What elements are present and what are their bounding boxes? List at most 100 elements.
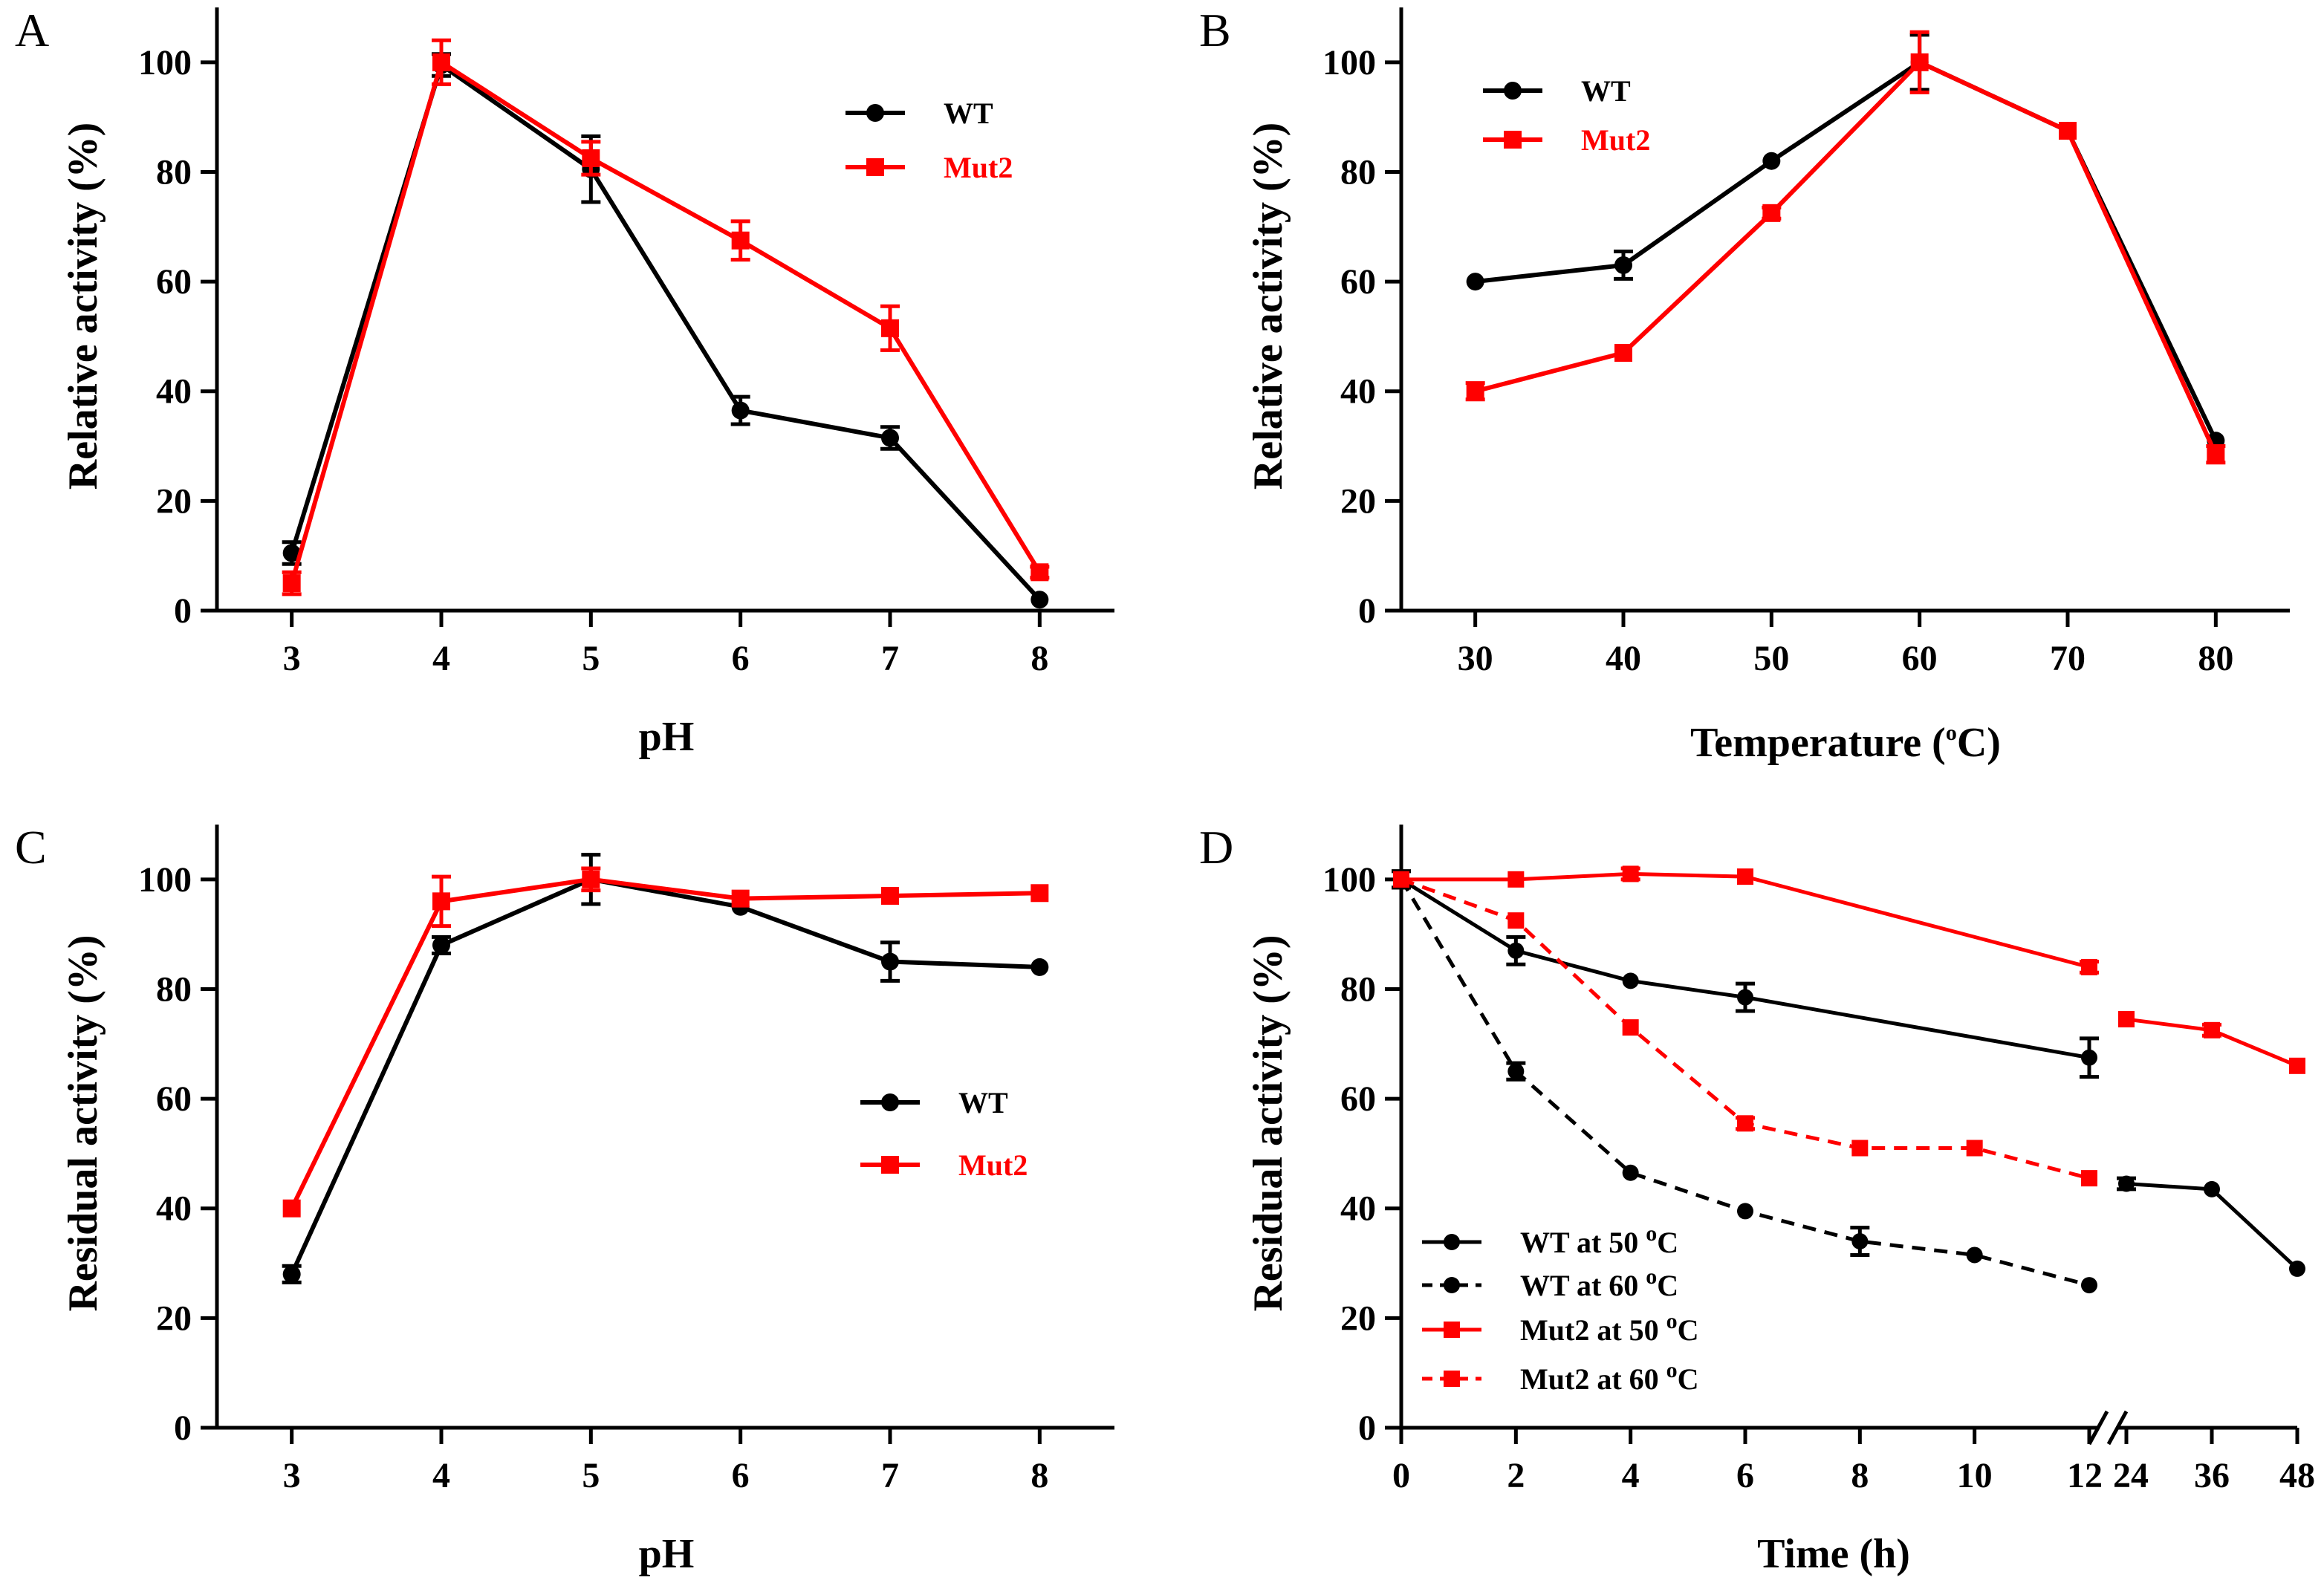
legend-marker-mut2 (881, 1156, 899, 1174)
panel-letter: A (15, 4, 49, 56)
legend: WT Mut2 (1483, 74, 1650, 157)
data-point (731, 889, 750, 908)
x-tick-label: 40 (1606, 639, 1641, 678)
data-point (2081, 1170, 2097, 1187)
panel-c: C 0 20 40 60 80 100 3 4 5 6 7 8 pH Residual activit… (15, 821, 1114, 1577)
data-point (1966, 1140, 1983, 1157)
legend-sup: o (1666, 1309, 1678, 1333)
x-tick-label: 5 (582, 1456, 600, 1495)
data-point (1030, 884, 1049, 903)
ticks: 0 20 40 60 80 100 3 4 5 6 7 8 (138, 43, 1048, 678)
x-tick-label: 3 (283, 639, 301, 678)
data-point (1507, 942, 1525, 959)
x-tick-label: 5 (582, 639, 600, 678)
data-point (1762, 204, 1781, 222)
legend-label-mut2: Mut2 (1581, 123, 1650, 157)
series-line-1 (289, 59, 1042, 584)
data-point (582, 870, 600, 888)
data-point (1622, 1019, 1639, 1036)
data-point (1851, 1140, 1869, 1157)
legend-end: C (1678, 1313, 1699, 1347)
legend: WT Mut2 (845, 97, 1013, 184)
data-point (1737, 868, 1753, 885)
data-point (1737, 1115, 1753, 1132)
data-point (2081, 958, 2097, 975)
axis-break-mark (2106, 1410, 2129, 1446)
y-tick-label: 20 (1340, 481, 1376, 521)
x-tick-label: 7 (881, 639, 899, 678)
series-line-0 (289, 61, 1042, 602)
y-tick-label: 80 (1340, 152, 1376, 192)
data-point (1622, 865, 1639, 882)
y-tick-label: 0 (174, 591, 192, 631)
series-line-0 (1475, 59, 2218, 442)
series-layer (1392, 865, 2305, 1294)
x-title-sup: o (1946, 721, 1957, 745)
data-point (2118, 1175, 2135, 1192)
y-tick-label: 80 (156, 969, 192, 1009)
data-point (282, 1199, 301, 1218)
data-point (881, 952, 899, 971)
data-point (2081, 1277, 2097, 1294)
x-tick-label: 0 (1392, 1456, 1410, 1495)
series-line-1 (289, 877, 1040, 1210)
legend-text: Mut2 at 60 (1520, 1362, 1666, 1396)
data-point (2204, 1180, 2220, 1197)
legend-sup: o (1646, 1264, 1657, 1289)
data-point (2059, 122, 2077, 140)
data-point (432, 53, 450, 71)
legend-marker-mut2 (866, 158, 884, 176)
y-tick-label: 60 (156, 1079, 192, 1119)
x-tick-label: 48 (2279, 1456, 2315, 1495)
data-point (1851, 1233, 1869, 1250)
legend-label-mut2-60: Mut2 at 60 oC (1520, 1358, 1699, 1396)
x-tick-label: 6 (732, 639, 750, 678)
ticks: 0 20 40 60 80 100 3 4 5 6 7 8 (138, 860, 1048, 1495)
series-line-0 (289, 877, 1040, 1275)
series-layer (282, 38, 1050, 609)
legend-label-wt-60: WT at 60 oC (1520, 1264, 1678, 1302)
y-tick-label: 60 (1340, 1079, 1376, 1119)
axes (1399, 7, 2290, 613)
data-point (1614, 256, 1632, 274)
data-point (881, 886, 899, 905)
axes (215, 7, 1114, 613)
data-point (2207, 445, 2225, 464)
legend-label-mut2: Mut2 (958, 1148, 1028, 1182)
data-point (282, 1265, 301, 1284)
x-tick-label: 50 (1753, 639, 1789, 678)
x-axis-title: Time (h) (1757, 1531, 1910, 1577)
y-tick-label: 80 (1340, 969, 1376, 1009)
data-point (2204, 1021, 2220, 1038)
axes (1399, 825, 2297, 1446)
data-point (282, 574, 301, 593)
x-tick-label: 6 (1736, 1456, 1754, 1495)
data-point (432, 936, 450, 955)
series-layer (282, 853, 1049, 1284)
x-tick-label: 8 (1851, 1456, 1869, 1495)
y-tick-label: 0 (1358, 591, 1376, 631)
legend-text: Mut2 at 50 (1520, 1313, 1666, 1347)
x-tick-label: 24 (2113, 1456, 2149, 1495)
data-point (2289, 1057, 2305, 1074)
x-tick-label: 2 (1507, 1456, 1525, 1495)
x-tick-label: 6 (732, 1456, 750, 1495)
data-point (432, 892, 450, 911)
x-tick-label: 80 (2198, 639, 2233, 678)
y-tick-label: 100 (1322, 860, 1376, 900)
legend-label-mut2-50: Mut2 at 50 oC (1520, 1309, 1699, 1347)
axes (215, 825, 1114, 1430)
y-tick-label: 20 (1340, 1298, 1376, 1338)
y-tick-label: 40 (156, 372, 192, 412)
y-tick-label: 60 (156, 262, 192, 302)
data-point (1466, 273, 1484, 291)
data-point (1507, 912, 1525, 929)
x-tick-label: 36 (2194, 1456, 2230, 1495)
y-tick-label: 100 (138, 43, 192, 82)
x-axis-title: pH (639, 1531, 695, 1577)
x-tick-label: 4 (1622, 1456, 1640, 1495)
x-tick-label: 12 (2067, 1456, 2103, 1495)
data-point (1507, 871, 1525, 888)
